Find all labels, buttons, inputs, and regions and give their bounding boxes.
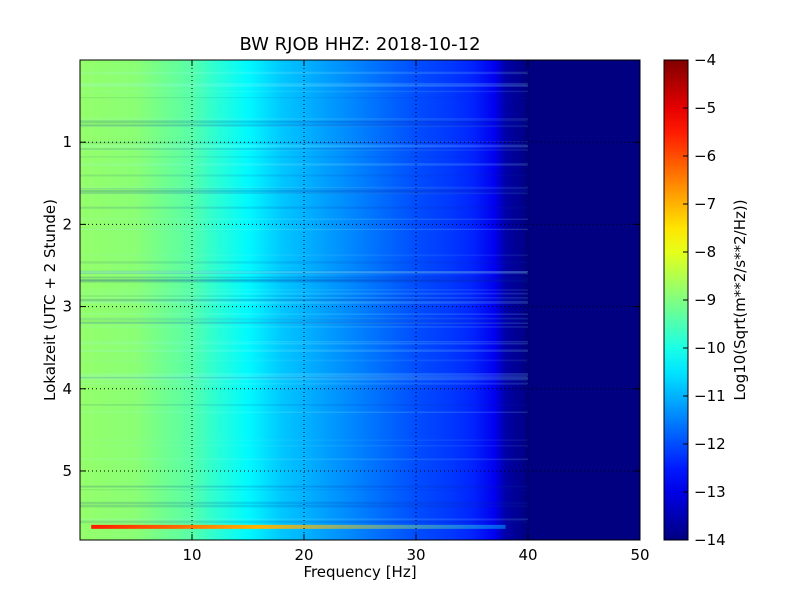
y-tick-label: 2 [62, 215, 72, 233]
colorbar-tick-label: −6 [694, 147, 716, 165]
colorbar-tick-label: −14 [694, 531, 726, 549]
spectral-stripe [80, 141, 528, 144]
spectral-stripe [80, 192, 528, 195]
y-axis-ticks: 1 2 3 4 5 [62, 133, 640, 480]
spectral-stripe [80, 297, 528, 299]
colorbar-tick-label: −11 [694, 387, 726, 405]
colorbar-tick-label: −7 [694, 195, 716, 213]
spectral-stripe [80, 301, 528, 304]
spectral-stripe [80, 342, 528, 345]
spectral-stripe [80, 254, 528, 257]
spectral-stripe [80, 189, 528, 193]
colorbar-tick-label: −8 [694, 243, 716, 261]
spectral-stripe [80, 373, 528, 376]
spectral-stripe [80, 125, 528, 128]
plot-frame [79, 59, 641, 541]
spectral-stripe [80, 124, 528, 127]
spectral-stripe [80, 321, 528, 324]
y-tick-label: 4 [62, 380, 72, 398]
spectral-stripe [80, 376, 528, 379]
spectral-stripe [80, 121, 528, 124]
x-axis-label: Frequency [Hz] [303, 563, 416, 581]
spectral-stripe [80, 90, 528, 93]
x-tick-label: 40 [518, 546, 537, 564]
x-tick-label: 30 [406, 546, 425, 564]
colorbar-ticks: −4 −5 −6 −7 −8 −9 −10 −11 −12 −13 −14 [683, 51, 726, 549]
colorbar-tick-label: −10 [694, 339, 726, 357]
spectral-stripe [80, 261, 528, 264]
spectral-stripe [80, 280, 528, 283]
spectral-stripe [80, 192, 528, 194]
colorbar-tick-label: −5 [694, 99, 716, 117]
spectral-stripe [80, 520, 528, 522]
x-tick-label: 50 [630, 546, 649, 564]
colorbar-tick-label: −12 [694, 435, 726, 453]
spectral-stripe [80, 289, 528, 291]
spectral-stripe [80, 313, 528, 315]
spectral-stripe [80, 317, 528, 321]
spectral-stripe [80, 377, 528, 381]
x-tick-label: 10 [182, 546, 201, 564]
spectrogram-plot-area: 10 20 30 40 50 1 2 3 4 5 [62, 59, 650, 564]
spectral-stripe [80, 349, 528, 352]
y-axis-label: Lokalzeit (UTC + 2 Stunde) [41, 199, 59, 401]
spectral-stripe [80, 326, 528, 328]
spectral-stripe [80, 186, 528, 190]
spectral-stripe [80, 276, 528, 279]
spectral-stripe [80, 97, 528, 99]
spectral-stripe [80, 341, 528, 343]
spectral-stripe [80, 489, 528, 491]
spectral-stripe [80, 174, 528, 177]
spectral-stripe [80, 272, 528, 274]
spectral-stripe [80, 149, 528, 151]
spectral-stripe [80, 485, 528, 488]
y-tick-label: 3 [62, 298, 72, 316]
y-tick-label: 1 [62, 133, 72, 151]
spectral-stripe [80, 218, 528, 220]
spectral-stripe [80, 270, 528, 273]
colorbar: −4 −5 −6 −7 −8 −9 −10 −11 −12 −13 −14 [663, 51, 726, 549]
spectral-stripe [80, 206, 528, 209]
spectral-stripe [80, 458, 528, 461]
x-axis-ticks: 10 20 30 40 50 [182, 60, 650, 564]
grid-lines [80, 60, 640, 540]
spectral-stripe [80, 322, 528, 324]
x-tick-label: 20 [294, 546, 313, 564]
spectral-stripe [80, 317, 528, 320]
colorbar-tick-label: −4 [694, 51, 716, 69]
spectral-stripe [80, 228, 528, 230]
colorbar-tick-label: −13 [694, 483, 726, 501]
spectral-stripe [80, 382, 528, 385]
spectral-stripe [80, 376, 528, 379]
spectral-stripe [80, 518, 528, 521]
bright-event-band [91, 524, 506, 529]
spectral-stripe [80, 504, 528, 508]
y-tick-label: 5 [62, 462, 72, 480]
spectral-stripe [80, 521, 528, 524]
chart-title: BW RJOB HHZ: 2018-10-12 [239, 34, 480, 55]
spectral-stripe [80, 120, 528, 123]
spectral-stripe [80, 445, 528, 447]
spectral-stripe [80, 148, 528, 150]
bright-events [91, 524, 506, 529]
spectral-stripe [80, 292, 528, 295]
spectral-stripe [80, 84, 528, 87]
spectral-stripe [80, 501, 528, 505]
spectral-stripe [80, 144, 528, 148]
colorbar-label: Log10(Sqrt(m**2/s**2/Hz)) [731, 199, 749, 400]
spectrogram-background [80, 60, 640, 540]
colorbar-tick-label: −9 [694, 291, 716, 309]
spectral-stripe [80, 140, 528, 143]
spectral-stripe [80, 117, 528, 121]
